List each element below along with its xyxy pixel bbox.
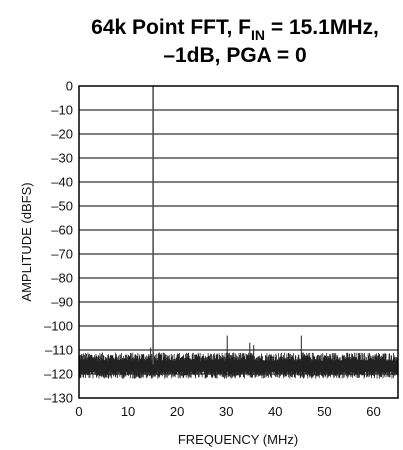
y-tick-label: –20 xyxy=(51,127,73,142)
x-tick-label: 60 xyxy=(366,404,380,419)
noise-floor xyxy=(78,352,399,379)
x-tick-label: 40 xyxy=(268,404,282,419)
y-tick-label: –30 xyxy=(51,151,73,166)
y-tick-label: –70 xyxy=(51,247,73,262)
fft-trace xyxy=(78,86,399,379)
y-tick-label: –60 xyxy=(51,223,73,238)
y-tick-label: –130 xyxy=(44,391,73,406)
x-tick-label: 0 xyxy=(75,404,82,419)
x-axis-label: FREQUENCY (MHz) xyxy=(178,432,298,447)
grid xyxy=(79,85,398,399)
y-tick-label: –10 xyxy=(51,103,73,118)
x-tick-labels: 0 10 20 30 40 50 60 xyxy=(75,404,380,419)
y-tick-label: –40 xyxy=(51,175,73,190)
x-tick-label: 10 xyxy=(121,404,135,419)
chart-title-line2: –1dB, PGA = 0 xyxy=(163,44,306,67)
x-tick-label: 30 xyxy=(219,404,233,419)
y-tick-labels: 0 –10 –20 –30 –40 –50 –60 –70 –80 –90 –100 –110 –120… xyxy=(44,79,73,406)
y-tick-label: –50 xyxy=(51,199,73,214)
y-tick-label: –110 xyxy=(45,343,73,358)
x-tick-label: 20 xyxy=(170,404,184,419)
y-tick-label: –120 xyxy=(44,367,73,382)
y-tick-label: 0 xyxy=(66,79,73,94)
y-tick-label: –90 xyxy=(51,295,73,310)
y-axis-label: AMPLITUDE (dBFS) xyxy=(19,182,34,301)
x-tick-label: 50 xyxy=(317,404,331,419)
chart-title-line1: 64k Point FFT, FIN = 15.1MHz, xyxy=(91,16,379,43)
y-tick-label: –100 xyxy=(44,319,73,334)
y-tick-label: –80 xyxy=(51,271,73,286)
plot-frame xyxy=(78,85,399,399)
